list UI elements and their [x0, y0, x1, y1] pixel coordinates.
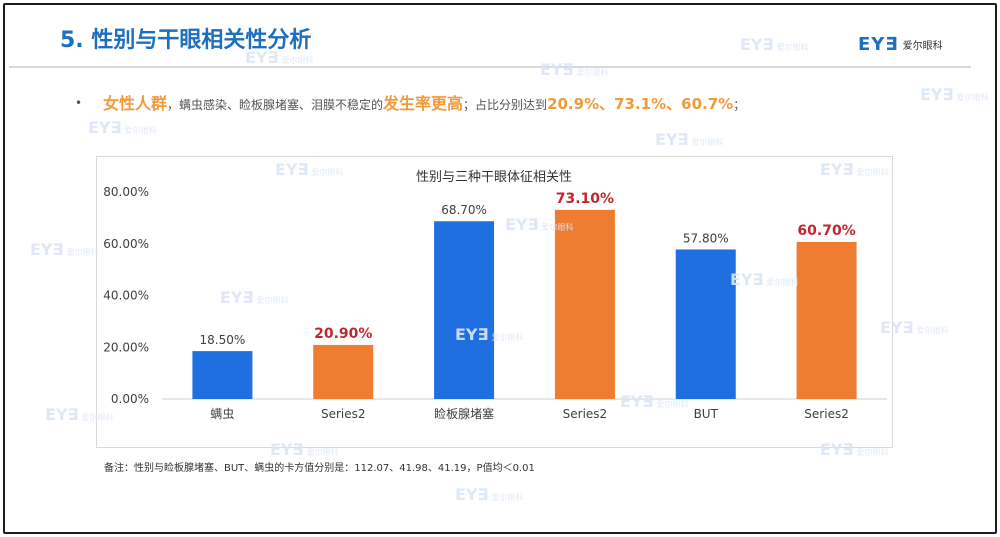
data-label: 73.10%	[556, 191, 614, 207]
data-label: 18.50%	[200, 333, 246, 347]
logo-mark: EY∃	[858, 34, 899, 55]
data-label: 20.90%	[314, 326, 372, 342]
summary-end: ；	[733, 98, 746, 112]
bullet-icon: •	[75, 96, 83, 110]
bars-group: 18.50% 螨虫 20.90% Series2 68.70% 睑板腺堵塞 73.10% Se…	[192, 191, 857, 421]
summary-text: 女性人群，螨虫感染、睑板腺堵塞、泪膜不稳定的发生率更高；占比分别达到20.9%、…	[103, 90, 745, 114]
x-tick-label: 螨虫	[210, 407, 234, 421]
bar	[192, 351, 253, 399]
summary-middle: ，螨虫感染、睑板腺堵塞、泪膜不稳定的	[167, 98, 384, 112]
bar-chart: 性别与三种干眼体征相关性 0.00% 20.00% 40.00% 60.00% 80.0…	[103, 170, 887, 421]
x-tick-label: Series2	[804, 407, 849, 421]
x-tick-label: Series2	[563, 407, 608, 421]
x-tick-label: BUT	[694, 407, 719, 421]
y-tick-label: 60.00%	[103, 237, 149, 251]
bar	[313, 344, 374, 399]
y-tick-label: 20.00%	[103, 340, 149, 354]
data-label: 57.80%	[683, 231, 729, 245]
summary-highlight-group: 女性人群	[103, 94, 168, 113]
chart-title: 性别与三种干眼体征相关性	[416, 170, 572, 185]
bar	[675, 249, 736, 399]
slide-title: 5. 性别与干眼相关性分析	[60, 28, 312, 53]
x-tick-label: 睑板腺堵塞	[434, 406, 494, 421]
data-label: 60.70%	[797, 223, 855, 239]
x-tick-label: Series2	[321, 407, 366, 421]
y-tick-label: 40.00%	[103, 289, 149, 303]
logo-text: 爱尔眼科	[902, 41, 943, 52]
y-tick-label: 80.00%	[103, 185, 149, 199]
chart-container: 性别与三种干眼体征相关性 0.00% 20.00% 40.00% 60.00% 80.0…	[96, 156, 893, 448]
brand-logo: EY∃ 爱尔眼科	[858, 34, 943, 55]
title-divider	[9, 66, 971, 68]
data-label: 68.70%	[441, 203, 487, 217]
bar	[434, 221, 495, 399]
summary-lead: ；占比分别达到	[463, 98, 548, 112]
footnote: 备注：性别与睑板腺堵塞、BUT、螨虫的卡方值分别是：112.07、41.98、4…	[104, 463, 535, 474]
y-axis: 0.00% 20.00% 40.00% 60.00% 80.00%	[103, 185, 149, 406]
summary-highlight-rate: 发生率更高	[383, 94, 464, 113]
y-tick-label: 0.00%	[111, 392, 149, 406]
bar	[554, 209, 615, 399]
summary-values: 20.9%、73.1%、60.7%	[547, 95, 734, 113]
bar	[796, 241, 857, 399]
